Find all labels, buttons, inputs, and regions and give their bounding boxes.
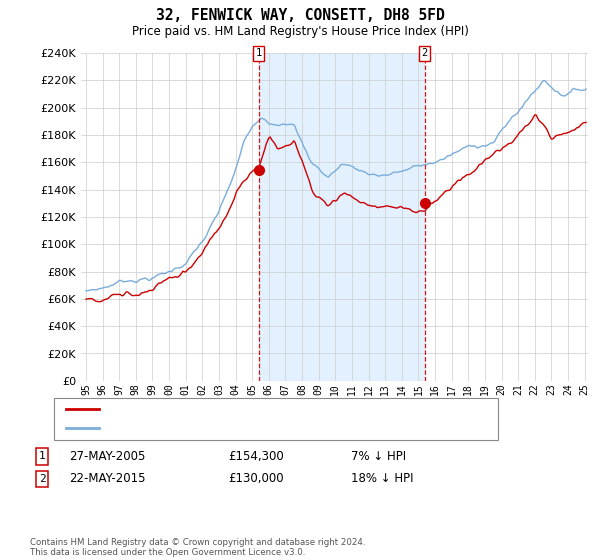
Text: HPI: Average price, detached house, County Durham: HPI: Average price, detached house, Coun… [105, 423, 380, 433]
Text: 2: 2 [38, 474, 46, 484]
Text: Price paid vs. HM Land Registry's House Price Index (HPI): Price paid vs. HM Land Registry's House … [131, 25, 469, 38]
Bar [259, 53, 425, 381]
Text: 27-MAY-2005: 27-MAY-2005 [69, 450, 145, 463]
Text: 2: 2 [422, 48, 428, 58]
Text: 32, FENWICK WAY, CONSETT, DH8 5FD: 32, FENWICK WAY, CONSETT, DH8 5FD [155, 8, 445, 24]
Text: 1: 1 [256, 48, 262, 58]
Text: £130,000: £130,000 [228, 472, 284, 486]
Text: 22-MAY-2015: 22-MAY-2015 [69, 472, 146, 486]
Text: 32, FENWICK WAY, CONSETT, DH8 5FD (detached house): 32, FENWICK WAY, CONSETT, DH8 5FD (detac… [105, 404, 401, 414]
Text: 7% ↓ HPI: 7% ↓ HPI [351, 450, 406, 463]
Text: £154,300: £154,300 [228, 450, 284, 463]
Text: 1: 1 [38, 451, 46, 461]
Text: Contains HM Land Registry data © Crown copyright and database right 2024.
This d: Contains HM Land Registry data © Crown c… [30, 538, 365, 557]
Text: 18% ↓ HPI: 18% ↓ HPI [351, 472, 413, 486]
